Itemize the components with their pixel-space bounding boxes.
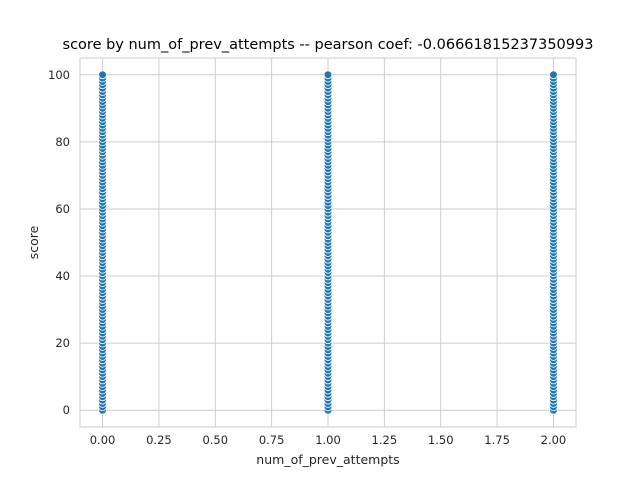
chart-title: score by num_of_prev_attempts -- pearson… [63, 37, 594, 53]
x-tick-label: 1.50 [428, 433, 454, 447]
x-tick-label: 1.00 [315, 433, 341, 447]
y-axis-label: score [26, 225, 41, 259]
x-tick-label: 0.00 [90, 433, 116, 447]
y-tick-label: 80 [55, 135, 70, 149]
y-tick-labels: 0 20 40 60 80 100 [48, 68, 70, 417]
x-tick-labels: 0.00 0.25 0.50 0.75 1.00 1.25 1.50 1.75 2.00 [90, 433, 567, 447]
data-points [98, 70, 558, 415]
plot-frame [79, 57, 577, 428]
x-tick-label: 2.00 [541, 433, 567, 447]
data-point [323, 70, 333, 80]
data-point [98, 70, 107, 80]
x-tick-label: 0.25 [146, 433, 172, 447]
y-tick-label: 40 [55, 269, 70, 283]
y-tick-label: 20 [55, 336, 70, 350]
x-tick-label: 0.50 [202, 433, 228, 447]
x-tick-label: 1.75 [484, 433, 510, 447]
y-tick-label: 100 [48, 68, 70, 82]
x-tick-label: 0.75 [259, 433, 285, 447]
data-point [549, 70, 558, 80]
y-tick-label: 0 [63, 403, 70, 417]
y-tick-label: 60 [55, 202, 70, 216]
x-tick-label: 1.25 [372, 433, 398, 447]
x-axis-label: num_of_prev_attempts [256, 452, 399, 467]
